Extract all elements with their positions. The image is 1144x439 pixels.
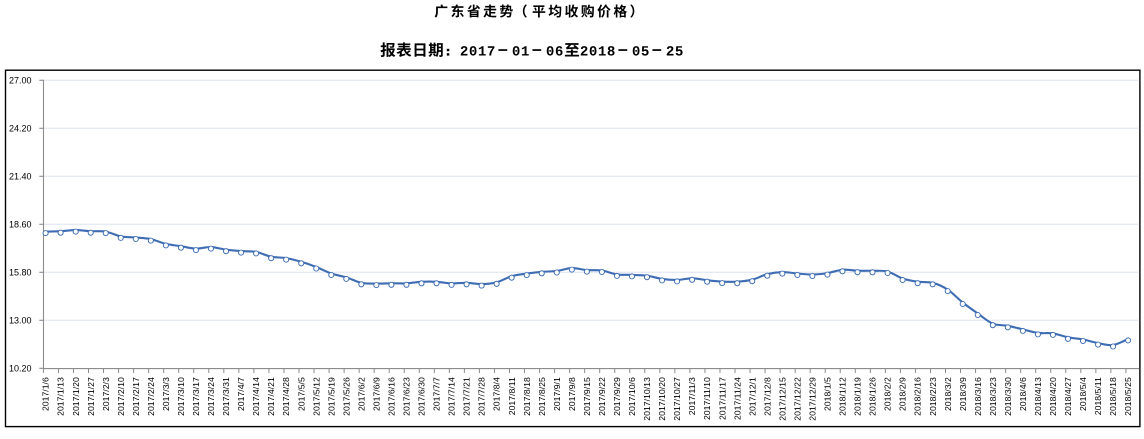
svg-text:2017/6/23: 2017/6/23 (402, 377, 412, 416)
svg-text:2018/3/30: 2018/3/30 (1003, 377, 1013, 416)
svg-text:2017/5/12: 2017/5/12 (311, 377, 321, 416)
svg-text:2018/2/23: 2018/2/23 (928, 377, 938, 416)
svg-text:2017/4/21: 2017/4/21 (266, 377, 276, 416)
svg-text:2017/12/8: 2017/12/8 (762, 377, 772, 416)
svg-text:2017/9/22: 2017/9/22 (597, 377, 607, 416)
svg-text:2017/4/28: 2017/4/28 (281, 377, 291, 416)
svg-text:2018/2/16: 2018/2/16 (913, 377, 923, 416)
svg-text:2017/2/17: 2017/2/17 (131, 377, 141, 416)
svg-text:2018/1/19: 2018/1/19 (853, 377, 863, 416)
svg-text:2017/11/10: 2017/11/10 (702, 377, 712, 420)
svg-text:2017/7/28: 2017/7/28 (477, 377, 487, 416)
svg-text:2017/2/24: 2017/2/24 (146, 377, 156, 416)
svg-text:2017/6/9: 2017/6/9 (371, 377, 381, 411)
svg-text:2018/3/16: 2018/3/16 (973, 377, 983, 416)
svg-text:2018/3/9: 2018/3/9 (958, 377, 968, 411)
svg-text:2017/7/7: 2017/7/7 (432, 377, 442, 411)
svg-text:2017/3/17: 2017/3/17 (191, 377, 201, 416)
svg-text:2018/2/2: 2018/2/2 (883, 377, 893, 411)
svg-text:2017/1/20: 2017/1/20 (71, 377, 81, 416)
svg-text:2017/8/18: 2017/8/18 (522, 377, 532, 416)
svg-text:2018/3/23: 2018/3/23 (988, 377, 998, 416)
svg-text:10.20: 10.20 (9, 364, 32, 374)
svg-text:24.20: 24.20 (9, 124, 32, 134)
svg-text:2018/3/2: 2018/3/2 (943, 377, 953, 411)
svg-text:2018/4/27: 2018/4/27 (1063, 377, 1073, 416)
svg-text:2018/5/11: 2018/5/11 (1093, 377, 1103, 415)
svg-text:2017/3/24: 2017/3/24 (206, 377, 216, 416)
svg-text:2017/1/13: 2017/1/13 (56, 377, 66, 416)
svg-text:2017/8/25: 2017/8/25 (537, 377, 547, 416)
svg-text:2018/1/12: 2018/1/12 (838, 377, 848, 416)
svg-text:2017/7/14: 2017/7/14 (447, 377, 457, 416)
svg-text:2017/11/17: 2017/11/17 (717, 377, 727, 420)
svg-text:2017/2/10: 2017/2/10 (116, 377, 126, 416)
svg-text:2017/1/27: 2017/1/27 (86, 377, 96, 416)
svg-text:2017/6/16: 2017/6/16 (387, 377, 397, 416)
svg-text:2017/3/3: 2017/3/3 (161, 377, 171, 411)
svg-text:2017/9/8: 2017/9/8 (567, 377, 577, 411)
svg-text:2017/12/15: 2017/12/15 (777, 377, 787, 421)
svg-text:2017/3/10: 2017/3/10 (176, 377, 186, 416)
svg-text:27.00: 27.00 (9, 76, 32, 86)
svg-text:2017/10/20: 2017/10/20 (657, 377, 667, 421)
svg-text:2018/1/26: 2018/1/26 (868, 377, 878, 416)
svg-text:2017/4/7: 2017/4/7 (236, 377, 246, 411)
svg-text:2018/4/13: 2018/4/13 (1033, 377, 1043, 416)
svg-text:2017/10/27: 2017/10/27 (672, 377, 682, 421)
svg-text:2018/1/5: 2018/1/5 (823, 377, 833, 411)
svg-text:2017/11/24: 2017/11/24 (732, 377, 742, 420)
svg-text:2017/4/14: 2017/4/14 (251, 377, 261, 416)
svg-text:2017/8/11: 2017/8/11 (507, 377, 517, 415)
svg-text:2017/10/6: 2017/10/6 (627, 377, 637, 416)
svg-text:2017/12/1: 2017/12/1 (747, 377, 757, 416)
svg-text:13.00: 13.00 (9, 316, 32, 326)
svg-text:2017/5/5: 2017/5/5 (296, 377, 306, 411)
svg-text:2017/12/29: 2017/12/29 (807, 377, 817, 421)
svg-text:15.80: 15.80 (9, 268, 32, 278)
svg-text:2017/2/3: 2017/2/3 (101, 377, 111, 411)
svg-text:2018/5/18: 2018/5/18 (1108, 377, 1118, 416)
svg-text:2017/10/13: 2017/10/13 (642, 377, 652, 421)
svg-text:2018/4/6: 2018/4/6 (1018, 377, 1028, 411)
svg-text:2017/6/2: 2017/6/2 (356, 377, 366, 411)
svg-text:2017/9/29: 2017/9/29 (612, 377, 622, 416)
svg-text:2017/12/22: 2017/12/22 (792, 377, 802, 421)
svg-text:2017/1/6: 2017/1/6 (41, 377, 51, 411)
svg-text:2018/4/20: 2018/4/20 (1048, 377, 1058, 416)
svg-text:2017/9/1: 2017/9/1 (552, 377, 562, 411)
svg-text:21.40: 21.40 (9, 172, 32, 182)
svg-text:2017/11/3: 2017/11/3 (687, 377, 697, 415)
svg-text:18.60: 18.60 (9, 220, 32, 230)
svg-text:2017/7/21: 2017/7/21 (462, 377, 472, 416)
svg-text:2018/2/9: 2018/2/9 (898, 377, 908, 411)
svg-text:2017/5/19: 2017/5/19 (326, 377, 336, 416)
svg-text:2017/6/30: 2017/6/30 (417, 377, 427, 416)
svg-text:2017/3/31: 2017/3/31 (221, 377, 231, 416)
svg-text:2017/5/26: 2017/5/26 (341, 377, 351, 416)
svg-text:2018/5/25: 2018/5/25 (1123, 377, 1133, 416)
svg-text:2017/8/4: 2017/8/4 (492, 377, 502, 411)
svg-text:2018/5/4: 2018/5/4 (1078, 377, 1088, 411)
svg-text:2017/9/15: 2017/9/15 (582, 377, 592, 416)
